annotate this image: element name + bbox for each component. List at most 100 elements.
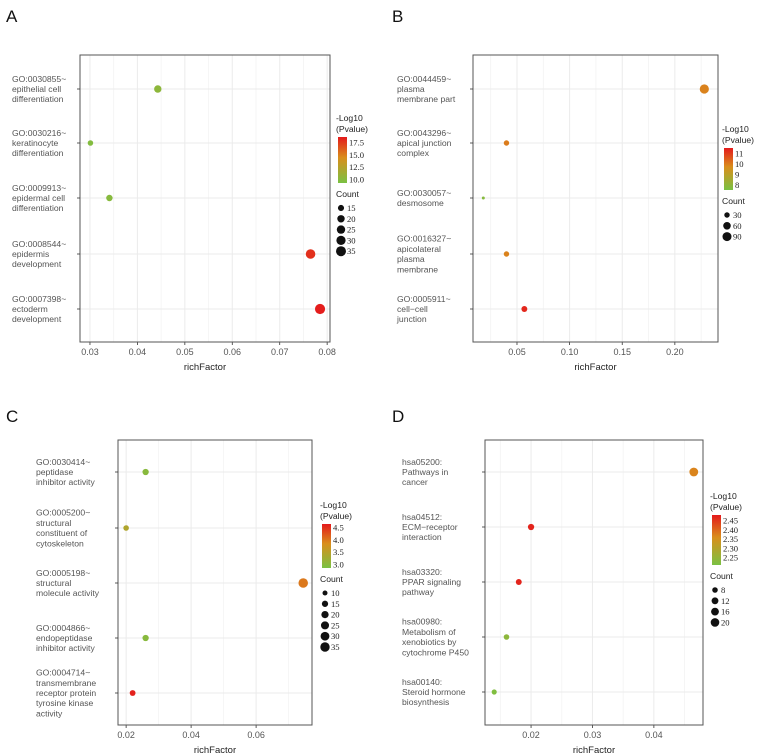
x-tick-label: 0.03 bbox=[81, 347, 99, 357]
y-category-label: desmosome bbox=[397, 198, 444, 208]
panel-letter: C bbox=[6, 407, 18, 426]
y-category-label: differentiation bbox=[12, 148, 64, 158]
data-point bbox=[106, 194, 113, 202]
color-legend-label: 10.0 bbox=[349, 175, 364, 185]
y-category-label: plasma bbox=[397, 254, 425, 264]
size-legend-label: 12 bbox=[721, 596, 730, 606]
data-point bbox=[699, 84, 709, 94]
data-point bbox=[314, 303, 326, 315]
data-point bbox=[515, 579, 522, 585]
x-tick-label: 0.10 bbox=[561, 347, 579, 357]
size-legend-label: 15 bbox=[347, 203, 356, 213]
y-category-label: receptor protein bbox=[36, 688, 96, 698]
panel-letter: B bbox=[392, 7, 403, 26]
color-legend-label: 2.25 bbox=[723, 553, 738, 563]
y-category-label: constituent of bbox=[36, 528, 88, 538]
y-category-label: GO:0030855~ bbox=[12, 74, 66, 84]
panel-letter: D bbox=[392, 407, 404, 426]
y-category-label: GO:0005198~ bbox=[36, 568, 90, 578]
size-legend-dot bbox=[321, 600, 329, 607]
x-tick-label: 0.20 bbox=[666, 347, 684, 357]
y-category-label: apicolateral bbox=[397, 244, 441, 254]
panel-c: C 0.02 0.04 0.06 richFactor GO:0030414~peptid… bbox=[6, 407, 352, 756]
x-tick-label: 0.15 bbox=[613, 347, 631, 357]
color-legend-title: -Log10 bbox=[722, 124, 749, 134]
color-legend-label: 17.5 bbox=[349, 137, 364, 147]
y-category-label: endopeptidase bbox=[36, 633, 93, 643]
y-category-label: ectoderm bbox=[12, 304, 48, 314]
x-tick-label: 0.06 bbox=[247, 730, 265, 740]
y-category-label: Metabolism of bbox=[402, 627, 456, 637]
y-category-label: GO:0030057~ bbox=[397, 188, 451, 198]
data-point bbox=[298, 578, 308, 588]
size-legend-label: 20 bbox=[721, 617, 730, 627]
y-category-label: plasma bbox=[397, 84, 425, 94]
x-tick-label: 0.06 bbox=[224, 347, 242, 357]
plot-frame bbox=[117, 439, 313, 726]
size-legend-label: 35 bbox=[347, 246, 356, 256]
data-point bbox=[481, 196, 485, 200]
y-category-label: cytochrome P450 bbox=[402, 647, 469, 657]
x-tick-label: 0.02 bbox=[522, 730, 540, 740]
y-category-label: structural bbox=[36, 518, 71, 528]
size-legend-dot bbox=[322, 590, 328, 596]
y-category-label: development bbox=[12, 314, 62, 324]
size-legend-dot bbox=[710, 618, 720, 627]
color-legend-label: 2.40 bbox=[723, 525, 738, 535]
y-category-label: interaction bbox=[402, 532, 442, 542]
size-legend-label: 16 bbox=[721, 607, 730, 617]
y-category-label: molecule activity bbox=[36, 588, 100, 598]
size-legend-label: 8 bbox=[721, 585, 725, 595]
y-category-label: ECM−receptor bbox=[402, 522, 458, 532]
data-point bbox=[142, 634, 149, 642]
y-category-label: epidermal cell bbox=[12, 193, 65, 203]
color-legend-label: 10 bbox=[735, 159, 744, 169]
y-category-label: peptidase bbox=[36, 467, 73, 477]
y-category-label: cytoskeleton bbox=[36, 538, 84, 548]
y-category-label: activity bbox=[36, 708, 63, 718]
plot-frame bbox=[472, 54, 719, 343]
y-category-label: GO:0005911~ bbox=[397, 294, 451, 304]
x-axis-title: richFactor bbox=[574, 362, 616, 373]
y-category-label: complex bbox=[397, 148, 430, 158]
panel-d: D 0.02 0.03 0.04 richFactor hsa05200:Pathways… bbox=[392, 407, 742, 756]
color-legend-label: 8 bbox=[735, 180, 739, 190]
color-legend-title: -Log10 bbox=[336, 113, 363, 123]
y-category-label: GO:0005200~ bbox=[36, 508, 90, 518]
size-legend-label: 30 bbox=[331, 631, 340, 641]
color-legend-title: -Log10 bbox=[710, 491, 737, 501]
y-category-label: differentiation bbox=[12, 94, 64, 104]
data-point bbox=[503, 140, 510, 146]
size-legend-label: 10 bbox=[331, 588, 340, 598]
size-legend-dot bbox=[320, 642, 330, 652]
size-legend-title: Count bbox=[336, 189, 360, 199]
color-legend-label: 9 bbox=[735, 169, 739, 179]
plot-frame bbox=[79, 54, 331, 343]
plot-frame bbox=[484, 439, 704, 726]
size-legend-label: 25 bbox=[331, 620, 340, 630]
color-legend-title: -Log10 bbox=[320, 500, 347, 510]
data-point bbox=[503, 251, 510, 257]
color-legend-label: 2.30 bbox=[723, 543, 738, 553]
size-legend-dot bbox=[711, 597, 719, 605]
x-axis-title: richFactor bbox=[573, 745, 615, 756]
x-tick-label: 0.02 bbox=[117, 730, 135, 740]
x-tick-label: 0.05 bbox=[508, 347, 526, 357]
x-axis-title: richFactor bbox=[194, 745, 236, 756]
color-legend-title: (Pvalue) bbox=[336, 124, 368, 134]
color-legend-title: (Pvalue) bbox=[320, 511, 352, 521]
y-category-label: GO:0030414~ bbox=[36, 457, 90, 467]
color-legend-bar bbox=[724, 148, 733, 190]
size-legend-dot bbox=[320, 631, 330, 641]
color-legend-bar bbox=[322, 524, 331, 568]
y-category-label: GO:0004866~ bbox=[36, 623, 90, 633]
y-category-label: junction bbox=[396, 314, 427, 324]
size-legend-dot bbox=[320, 621, 330, 630]
size-legend-dot bbox=[712, 587, 718, 593]
y-category-label: tyrosine kinase bbox=[36, 698, 94, 708]
color-legend-label: 11 bbox=[735, 148, 743, 158]
y-category-label: differentiation bbox=[12, 203, 64, 213]
color-legend-bar bbox=[338, 137, 347, 183]
x-tick-label: 0.04 bbox=[182, 730, 200, 740]
panel-letter: A bbox=[6, 7, 18, 26]
